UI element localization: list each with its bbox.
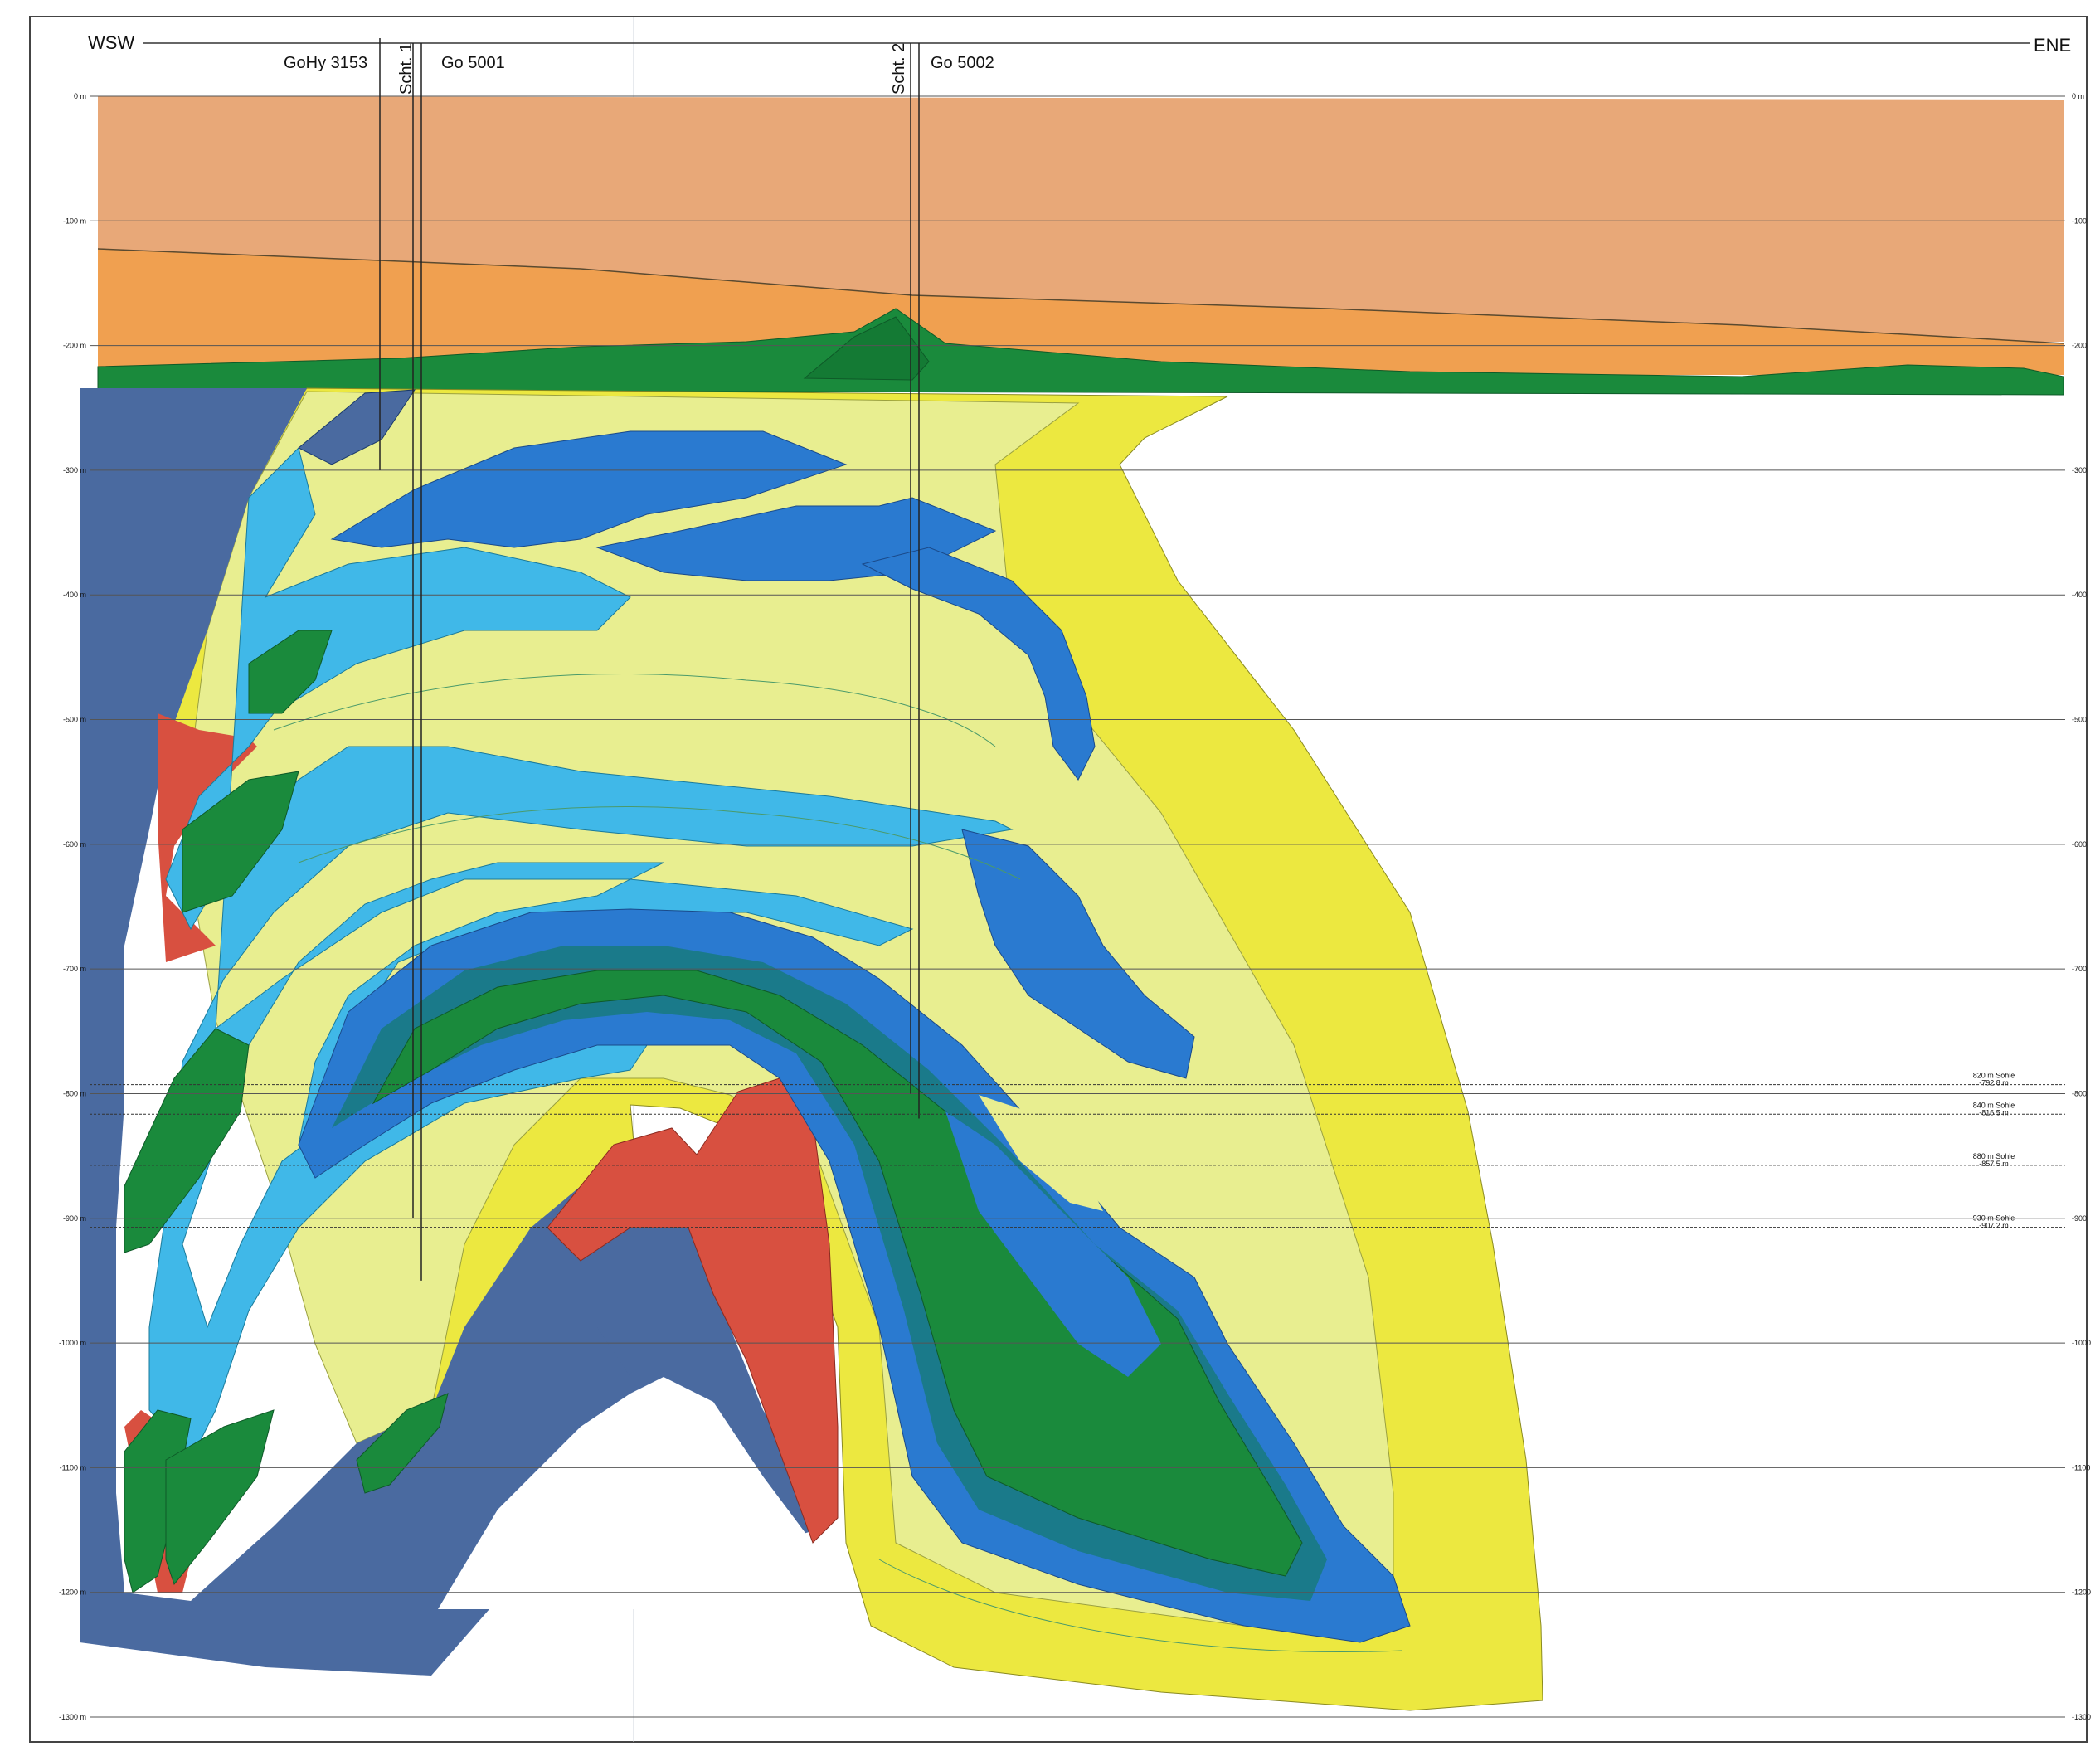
depth-label-left: -700 m — [63, 965, 86, 973]
well-label: Go 5001 — [441, 54, 505, 72]
green-lens-2 — [182, 771, 299, 913]
green-lens-3 — [124, 1028, 250, 1253]
sohle-name: 880 m Sohle — [1973, 1152, 2015, 1160]
sohle-depth: -792,8 m — [1979, 1079, 2009, 1087]
depth-label-left: -300 m — [63, 466, 86, 474]
depth-label-right: -900 — [2072, 1214, 2087, 1223]
depth-label-right: -600 — [2072, 840, 2087, 849]
inner-boundary-line-2 — [298, 806, 1021, 880]
sohle-levels: 820 m Sohle-792,8 m 840 m Sohle-816,5 m 88… — [90, 1072, 2065, 1230]
depth-label-left: -800 m — [63, 1089, 86, 1097]
depth-label-left: -1200 m — [59, 1588, 86, 1597]
right-limb-blue-inner — [945, 1111, 1161, 1377]
depth-label-left: -600 m — [63, 840, 86, 849]
hill-dark-green-core — [803, 316, 930, 381]
sohle-depth: -907,2 m — [1979, 1222, 2009, 1230]
basal-green-layer — [97, 308, 2064, 396]
depth-label-right: -100 — [2072, 216, 2087, 225]
sohle-name: 840 m Sohle — [1973, 1101, 2015, 1109]
depth-label-right: -1100 — [2072, 1463, 2090, 1471]
depth-label-right: -1200 — [2072, 1588, 2091, 1597]
depth-label-left: -200 m — [63, 342, 86, 350]
direction-left-label: WSW — [88, 32, 134, 53]
inner-boundary-line-3 — [878, 1559, 1402, 1652]
right-limb-pale-inner — [979, 1095, 1103, 1211]
sohle-depth: -816,5 m — [1979, 1108, 2009, 1116]
slate-wedge-top — [298, 389, 416, 465]
depth-grid: 0 m 0 m -100 m -100 -200 m -200 -300 m -300 -400… — [59, 92, 2091, 1721]
depth-label-left: -1300 m — [59, 1713, 86, 1721]
well-label: GoHy 3153 — [284, 54, 367, 72]
slate-blue-core — [581, 1219, 829, 1543]
depth-label-left: -400 m — [63, 591, 86, 599]
well-label: Scht. 2 — [890, 43, 908, 95]
slate-blue-rock-left — [80, 388, 655, 1676]
sohle-name: 820 m Sohle — [1973, 1072, 2015, 1080]
depth-label-left: -900 m — [63, 1214, 86, 1223]
depth-label-left: -100 m — [63, 216, 86, 225]
depth-label-right: -1300 — [2072, 1713, 2091, 1721]
anticline-dark-green — [372, 970, 1303, 1577]
depth-label-right: -700 — [2072, 965, 2087, 973]
mid-blue-right-limb — [961, 829, 1195, 1079]
depth-label-left: -1100 m — [60, 1463, 86, 1471]
depth-label-left: -1000 m — [59, 1339, 86, 1347]
wells-group: GoHy 3153 Scht. 1 Go 5001 Scht. 2 Go 5002 — [284, 38, 994, 1281]
green-lens-5 — [165, 1409, 275, 1586]
depth-label-right: -300 — [2072, 466, 2087, 474]
depth-label-right: -200 — [2072, 342, 2087, 350]
mid-blue-upper-limb — [861, 547, 1096, 781]
green-lens-6 — [356, 1393, 449, 1494]
depth-label-right: -400 — [2072, 591, 2087, 599]
well-label: Scht. 1 — [397, 43, 416, 95]
green-lens-1 — [248, 630, 333, 714]
depth-label-left: -500 m — [63, 716, 86, 724]
well-label: Go 5002 — [931, 54, 994, 72]
inner-boundary-line-1 — [273, 674, 996, 747]
sohle-name: 930 m Sohle — [1973, 1214, 2015, 1223]
mid-blue-upper-band — [330, 430, 848, 548]
red-rim-left — [158, 713, 257, 962]
direction-right-label: ENE — [2034, 35, 2071, 56]
depth-label-left: 0 m — [74, 92, 86, 100]
red-anhydrite-core — [547, 1077, 839, 1544]
cover-boundary-line — [97, 248, 2064, 344]
cover-lower-layer — [98, 249, 2064, 375]
depth-label-right: -800 — [2072, 1089, 2087, 1097]
depth-label-right: -1000 — [2072, 1339, 2091, 1347]
depth-label-right: -500 — [2072, 716, 2087, 724]
depth-label-right: 0 m — [2072, 92, 2084, 100]
sohle-depth: -857,5 m — [1979, 1160, 2009, 1168]
inner-window-white — [438, 1377, 838, 1609]
map-frame — [29, 16, 2088, 1743]
